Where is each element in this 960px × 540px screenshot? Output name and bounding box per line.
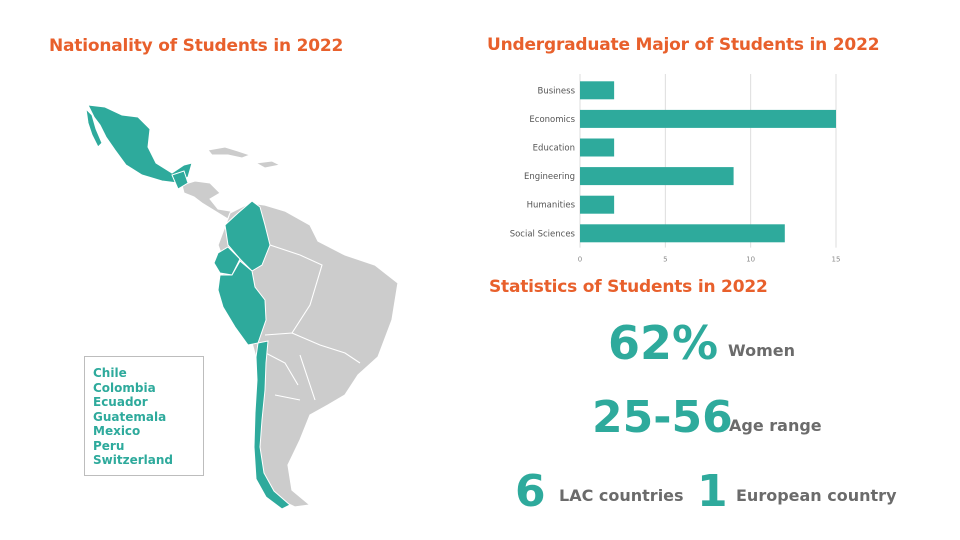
baja-california: [85, 107, 103, 148]
major-bar-chart: Business Economics Education Engineering Hum…: [510, 74, 841, 264]
map-title: Nationality of Students in 2022: [49, 36, 344, 56]
latin-america-map: [85, 104, 399, 510]
category-label: Engineering: [524, 172, 575, 182]
bar-education: [580, 138, 615, 157]
age-range-value: 25-56: [592, 392, 733, 443]
x-tick-label: 10: [746, 256, 755, 264]
legend-item: Colombia: [93, 380, 156, 395]
category-label: Economics: [529, 115, 575, 125]
bar-chart-title: Undergraduate Major of Students in 2022: [487, 35, 880, 55]
stats-title: Statistics of Students in 2022: [489, 277, 768, 297]
category-label: Humanities: [527, 201, 576, 211]
bar-social-sciences: [580, 224, 785, 243]
x-tick-label: 5: [663, 256, 667, 264]
women-label: Women: [728, 341, 795, 360]
legend-item: Mexico: [93, 424, 141, 438]
legend-item: Ecuador: [93, 395, 148, 409]
category-label: Education: [533, 144, 575, 154]
country-borders: [249, 234, 361, 401]
women-percentage-value: 62%: [608, 316, 719, 370]
age-range-label: Age range: [729, 416, 822, 435]
colombia-region: [224, 200, 271, 272]
european-country-value: 1: [697, 466, 728, 517]
caribbean-islands: [207, 146, 252, 159]
european-country-label: European country: [736, 486, 897, 505]
bar-humanities: [580, 195, 615, 214]
mexico-region: [87, 104, 193, 184]
peru-region: [217, 260, 267, 346]
bar-engineering: [580, 167, 734, 186]
category-label: Social Sciences: [510, 229, 576, 239]
legend-item: Peru: [93, 438, 125, 453]
bar-business: [580, 81, 615, 100]
lac-countries-label: LAC countries: [559, 486, 684, 505]
x-tick-label: 0: [578, 256, 582, 264]
category-label: Business: [538, 86, 576, 96]
map-legend: Chile Colombia Ecuador Guatemala Mexico …: [84, 356, 204, 476]
caribbean-islands: [254, 160, 282, 169]
bar-economics: [580, 109, 836, 128]
x-tick-label: 15: [832, 256, 841, 264]
legend-item: Chile: [93, 366, 127, 380]
legend-item: Guatemala: [93, 409, 167, 424]
lac-countries-value: 6: [515, 466, 546, 517]
chile-region: [253, 340, 291, 510]
legend-item: Switzerland: [93, 453, 173, 467]
guatemala-region: [171, 170, 189, 190]
